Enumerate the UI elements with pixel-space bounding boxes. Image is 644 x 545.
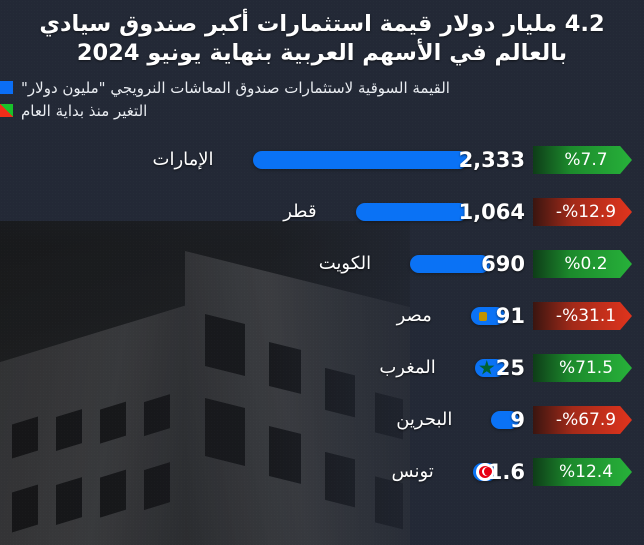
legend-item-ytd-change: التغير منذ بداية العام bbox=[0, 101, 147, 121]
bar-value-label: 690 bbox=[481, 251, 525, 276]
country-label: تونس bbox=[391, 461, 434, 482]
page-title: 4.2 مليار دولار قيمة استثمارات أكبر صندو… bbox=[39, 11, 605, 67]
status-badge: %71.5 bbox=[533, 354, 632, 382]
status-badge: %12.9- bbox=[533, 198, 632, 226]
bar-fill bbox=[355, 203, 468, 221]
bar-value-label: 91 bbox=[495, 303, 525, 328]
bar-track bbox=[355, 203, 468, 221]
flag-morocco-icon bbox=[436, 351, 495, 385]
country-label: الكويت bbox=[318, 253, 372, 274]
country-label: المغرب bbox=[379, 357, 436, 378]
flag-bahrain-icon bbox=[452, 403, 486, 437]
status-badge: %67.9- bbox=[533, 406, 632, 434]
flag-kuwait-icon bbox=[371, 247, 405, 281]
bar-value-label: 9 bbox=[510, 407, 525, 432]
table-row: %71.5 25 المغرب bbox=[0, 342, 644, 394]
table-row: %7.7 2,333 الإمارات bbox=[0, 134, 644, 186]
country-label: مصر bbox=[396, 305, 432, 326]
table-row: %0.2 690 الكويت bbox=[0, 238, 644, 290]
bar-track bbox=[491, 411, 520, 429]
bar-value-label: 1.6 bbox=[487, 459, 525, 484]
bar-chart-rows: %7.7 2,333 الإمارات %12.9- bbox=[0, 134, 644, 498]
bar-fill bbox=[252, 151, 468, 169]
legend-item-market-value: القيمة السوقية لاستثمارات صندوق المعاشات… bbox=[0, 78, 450, 98]
country-label: البحرين bbox=[396, 409, 453, 430]
red-green-split-square-icon bbox=[0, 104, 13, 118]
table-row: %12.9- 1,064 قطر bbox=[0, 186, 644, 238]
flag-uae-icon bbox=[214, 143, 248, 177]
blue-square-icon bbox=[0, 81, 13, 95]
flag-qatar-icon bbox=[317, 195, 351, 229]
legend-label-market-value: القيمة السوقية لاستثمارات صندوق المعاشات… bbox=[21, 78, 450, 97]
status-badge: %31.1- bbox=[533, 302, 632, 330]
legend-label-ytd-change: التغير منذ بداية العام bbox=[21, 101, 148, 120]
status-badge: %0.2 bbox=[533, 250, 632, 278]
table-row: %12.4 1.6 تونس bbox=[0, 446, 644, 498]
country-label: الإمارات bbox=[152, 149, 214, 170]
chart-legend: القيمة السوقية لاستثمارات صندوق المعاشات… bbox=[0, 78, 644, 122]
bar-track bbox=[252, 151, 468, 169]
table-row: %31.1- 91 مصر bbox=[0, 290, 644, 342]
flag-tunisia-icon bbox=[434, 455, 494, 489]
flag-egypt-icon bbox=[432, 299, 487, 333]
status-badge: %12.4 bbox=[533, 458, 632, 486]
bar-value-label: 2,333 bbox=[458, 147, 525, 172]
bar-track bbox=[410, 255, 491, 273]
status-badge: %7.7 bbox=[533, 146, 632, 174]
bar-fill bbox=[410, 255, 491, 273]
table-row: %67.9- 9 البحرين bbox=[0, 394, 644, 446]
bar-value-label: 25 bbox=[495, 355, 525, 380]
bar-fill bbox=[491, 411, 520, 429]
bar-value-label: 1,064 bbox=[458, 199, 525, 224]
country-label: قطر bbox=[283, 201, 317, 222]
